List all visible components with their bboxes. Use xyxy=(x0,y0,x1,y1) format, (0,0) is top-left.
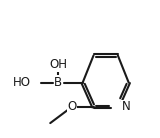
Text: OH: OH xyxy=(49,58,67,71)
Text: O: O xyxy=(67,100,76,113)
Text: N: N xyxy=(122,100,131,113)
Text: HO: HO xyxy=(13,76,31,89)
Text: B: B xyxy=(54,76,62,89)
